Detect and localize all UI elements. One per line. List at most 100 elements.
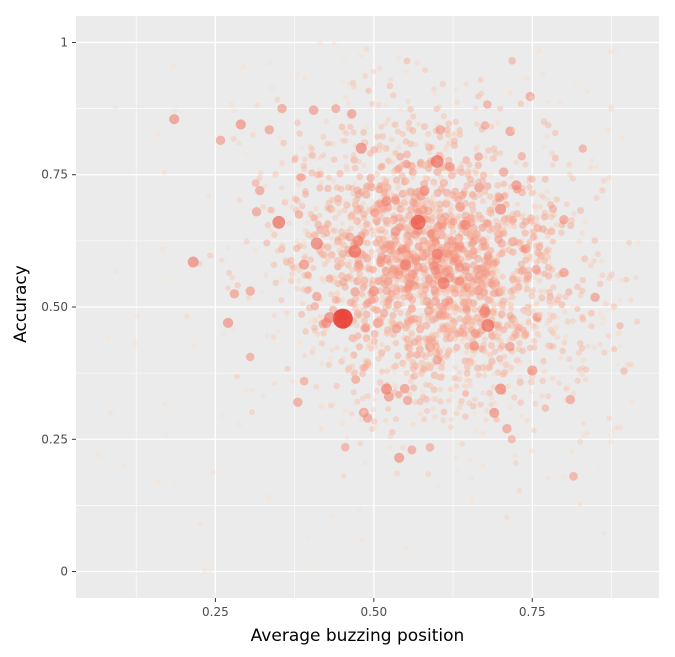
data-point xyxy=(382,417,389,424)
data-point xyxy=(486,365,492,371)
data-point xyxy=(589,157,595,163)
data-point xyxy=(438,174,444,180)
data-point xyxy=(325,174,332,181)
data-point xyxy=(338,358,345,365)
data-point xyxy=(596,280,604,287)
data-point xyxy=(481,372,488,379)
data-point xyxy=(342,138,349,144)
data-point xyxy=(403,317,412,325)
data-point xyxy=(236,197,243,204)
data-point xyxy=(375,355,382,362)
data-point xyxy=(346,216,353,222)
data-point xyxy=(289,271,296,277)
data-point xyxy=(452,168,460,175)
data-point xyxy=(576,238,582,245)
data-point xyxy=(536,332,542,339)
data-point xyxy=(554,334,561,341)
data-point xyxy=(451,187,460,196)
data-point xyxy=(453,455,459,461)
data-point xyxy=(492,149,499,157)
data-point xyxy=(425,443,435,452)
data-point xyxy=(347,258,354,265)
data-point xyxy=(563,201,570,208)
data-point xyxy=(618,277,624,283)
data-point xyxy=(243,152,249,158)
data-point xyxy=(474,161,482,169)
data-point xyxy=(569,448,575,454)
data-point xyxy=(448,416,454,423)
data-point xyxy=(483,100,492,109)
data-point xyxy=(533,259,541,266)
data-point xyxy=(337,185,345,193)
data-point xyxy=(278,297,285,304)
data-point xyxy=(451,289,459,298)
data-point xyxy=(463,316,470,322)
data-point xyxy=(443,144,449,150)
data-point xyxy=(478,345,485,353)
data-point xyxy=(430,371,439,379)
data-point xyxy=(420,366,428,374)
data-point xyxy=(477,76,484,83)
data-point xyxy=(402,237,409,244)
data-point xyxy=(402,189,408,195)
data-point xyxy=(430,265,440,275)
data-point xyxy=(298,311,306,318)
data-point xyxy=(544,251,551,257)
data-point xyxy=(356,204,365,213)
data-point xyxy=(511,394,518,401)
data-point xyxy=(396,182,402,189)
data-point xyxy=(550,343,557,350)
data-point xyxy=(412,362,420,370)
data-point xyxy=(483,182,492,191)
data-point xyxy=(442,188,451,197)
data-point xyxy=(287,256,295,264)
data-point xyxy=(502,424,512,434)
data-point xyxy=(331,400,337,406)
data-point xyxy=(403,252,410,259)
data-point xyxy=(422,395,430,403)
x-tick-label: 0.75 xyxy=(519,605,546,619)
data-point xyxy=(527,365,538,376)
data-point xyxy=(307,144,314,150)
data-point xyxy=(155,479,161,485)
data-point xyxy=(599,272,606,279)
data-point xyxy=(112,268,119,274)
data-point xyxy=(562,309,568,315)
data-point xyxy=(369,265,377,274)
data-point xyxy=(340,356,346,362)
data-point xyxy=(348,267,355,273)
data-point xyxy=(540,358,547,365)
data-point xyxy=(433,168,442,176)
data-point xyxy=(352,235,364,247)
data-point xyxy=(483,366,489,373)
data-point xyxy=(388,324,396,332)
data-point xyxy=(578,287,586,295)
data-point xyxy=(517,152,526,161)
data-point xyxy=(503,200,510,207)
data-point xyxy=(382,121,389,127)
data-point xyxy=(443,147,449,153)
data-point xyxy=(275,328,282,334)
data-point xyxy=(399,359,407,367)
data-point xyxy=(454,304,461,312)
data-point xyxy=(492,155,498,161)
data-point xyxy=(524,303,532,311)
data-point xyxy=(540,270,546,277)
data-point xyxy=(305,231,312,239)
data-point xyxy=(471,306,479,313)
data-point xyxy=(353,217,362,225)
data-point xyxy=(567,221,575,230)
data-point xyxy=(319,361,325,367)
data-point xyxy=(397,309,404,317)
data-point xyxy=(538,192,544,198)
data-point xyxy=(461,382,467,389)
data-point xyxy=(405,211,413,220)
data-point xyxy=(548,316,554,322)
data-point xyxy=(263,239,271,247)
data-point xyxy=(272,215,286,229)
data-point xyxy=(251,179,260,188)
data-point xyxy=(563,385,570,392)
data-point xyxy=(468,238,477,248)
data-point xyxy=(443,265,452,273)
data-point xyxy=(408,126,414,133)
